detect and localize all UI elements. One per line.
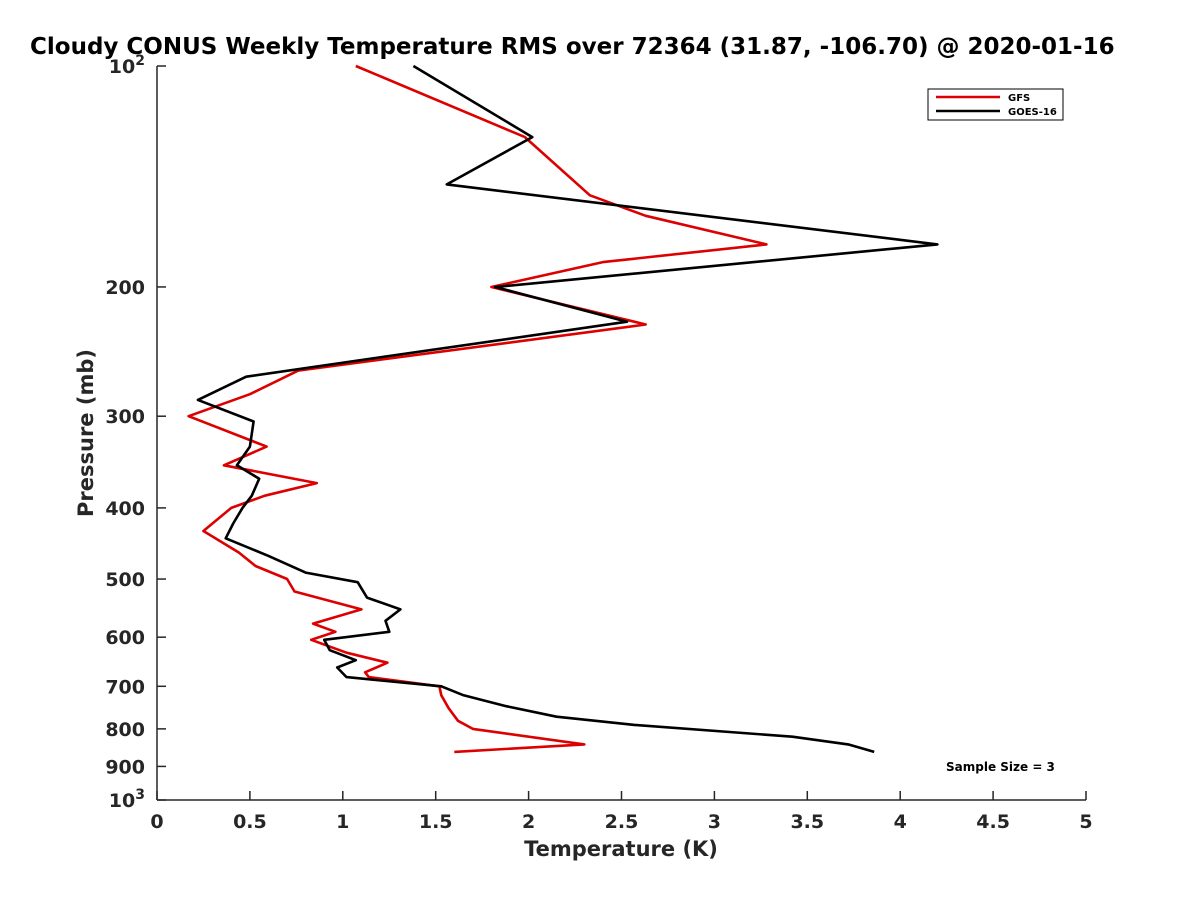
sample-size-annotation: Sample Size = 3 — [946, 760, 1055, 774]
legend-label-gfs: GFS — [1008, 93, 1030, 104]
x-tick-label: 1.5 — [419, 811, 453, 833]
chart-title: Cloudy CONUS Weekly Temperature RMS over… — [30, 34, 1115, 60]
y-tick-label: 300 — [105, 406, 145, 428]
y-tick-label: 103 — [109, 787, 145, 812]
series-line-goes16 — [196, 64, 939, 754]
x-tick-label: 4 — [894, 811, 907, 833]
legend-label-goes16: GOES-16 — [1008, 107, 1057, 118]
series-line-gfs — [187, 64, 768, 754]
y-axis-label: Pressure (mb) — [74, 349, 98, 517]
legend: GFS GOES-16 — [927, 88, 1064, 121]
x-tick-label: 3.5 — [790, 811, 824, 833]
y-tick-label: 200 — [105, 277, 145, 299]
y-tick-label: 400 — [105, 498, 145, 520]
x-axis-ticks: 0 0.5 1 1.5 2 2.5 3 3.5 4 4.5 5 — [150, 791, 1093, 833]
y-tick-label: 600 — [105, 627, 145, 649]
y-tick-label: 900 — [105, 756, 145, 778]
x-tick-label: 0 — [150, 811, 163, 833]
x-tick-label: 2.5 — [605, 811, 639, 833]
y-tick-label: 500 — [105, 569, 145, 591]
x-tick-label: 1 — [336, 811, 349, 833]
series-group — [187, 64, 939, 754]
x-tick-label: 4.5 — [976, 811, 1010, 833]
y-tick-label: 700 — [105, 676, 145, 698]
legend-box — [927, 88, 1064, 121]
x-axis-label: Temperature (K) — [524, 837, 718, 861]
x-tick-label: 5 — [1079, 811, 1092, 833]
x-tick-label: 0.5 — [233, 811, 267, 833]
x-tick-label: 3 — [708, 811, 721, 833]
y-tick-label: 800 — [105, 719, 145, 741]
x-tick-label: 2 — [522, 811, 535, 833]
